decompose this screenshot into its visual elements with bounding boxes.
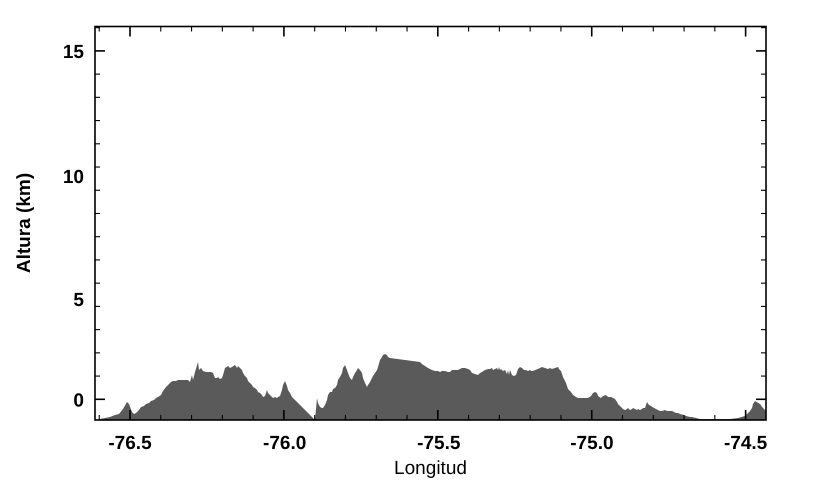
svg-text:Altura (km): Altura (km) <box>14 173 35 273</box>
svg-text:15: 15 <box>63 42 85 63</box>
svg-text:0: 0 <box>73 390 84 411</box>
svg-text:Longitud: Longitud <box>394 458 467 479</box>
svg-text:-75.5: -75.5 <box>417 433 461 454</box>
svg-text:-76.0: -76.0 <box>263 433 306 454</box>
svg-text:-76.5: -76.5 <box>108 433 152 454</box>
svg-text:10: 10 <box>63 167 84 188</box>
svg-text:5: 5 <box>73 290 84 311</box>
svg-text:-75.0: -75.0 <box>570 433 613 454</box>
svg-text:-74.5: -74.5 <box>724 433 768 454</box>
